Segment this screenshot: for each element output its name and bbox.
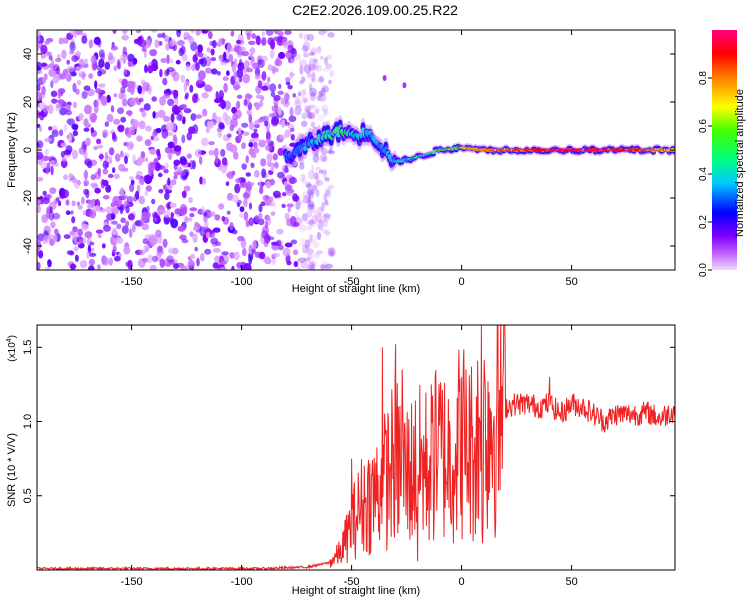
y-tick-label: 1.0 <box>22 414 34 429</box>
snr-multiplier-base: (x10 <box>7 342 18 362</box>
colorbar-gradient <box>712 30 737 270</box>
x-tick-label: -150 <box>121 576 143 588</box>
spectrogram-noise <box>37 30 336 270</box>
x-tick-label: -100 <box>231 576 253 588</box>
spectrogram-ylabel: Frequency (Hz) <box>6 112 18 188</box>
y-tick-label: 20 <box>22 96 34 108</box>
colorbar-tick-label: 0.6 <box>698 119 709 133</box>
x-tick-label: -150 <box>121 276 143 288</box>
spectrogram-blip <box>382 75 387 81</box>
spectrogram-plot: -150 -100 -50 0 50 -40 -20 0 20 40 Height of str… <box>6 29 676 295</box>
spectrogram-y-axis: -40 -20 0 20 40 <box>22 48 675 254</box>
x-tick-label: 0 <box>459 276 465 288</box>
y-tick-label: 0 <box>22 147 34 153</box>
svg-text:(x104): (x104) <box>6 335 18 362</box>
spectrogram-x-axis: -150 -100 -50 0 50 <box>121 30 578 288</box>
colorbar-label: Normalized spectral amplitude <box>734 89 746 237</box>
colorbar-tick-label: 0.0 <box>698 263 709 277</box>
x-tick-label: -50 <box>344 576 360 588</box>
snr-series-line <box>37 325 675 570</box>
snr-multiplier: (x104) <box>6 335 18 362</box>
snr-multiplier-exp: 4 <box>6 338 13 342</box>
spectrogram-xlabel: Height of straight line (km) <box>292 283 420 295</box>
x-tick-label: 50 <box>565 576 577 588</box>
snr-multiplier-close: ) <box>7 335 18 338</box>
colorbar-tick-label: 0.2 <box>698 215 709 229</box>
y-tick-label: 1.5 <box>22 340 34 355</box>
x-tick-label: -100 <box>231 276 253 288</box>
colorbar: 0.0 0.2 0.4 0.6 0.8 Normalized spectral ampl… <box>698 30 746 277</box>
snr-ylabel: SNR (10 * V/V) <box>6 433 18 507</box>
x-tick-label: 0 <box>459 576 465 588</box>
snr-xlabel: Height of straight line (km) <box>292 585 420 597</box>
colorbar-tick-label: 0.8 <box>698 71 709 85</box>
y-tick-label: 40 <box>22 48 34 60</box>
y-tick-label: 0.5 <box>22 488 34 503</box>
figure-title: C2E2.2026.109.00.25.R22 <box>292 2 458 18</box>
spectrogram-content <box>37 30 675 270</box>
snr-content <box>37 325 675 570</box>
spectrogram-blip <box>402 82 407 89</box>
y-tick-label: -40 <box>22 238 34 254</box>
y-tick-label: -20 <box>22 190 34 206</box>
x-tick-label: 50 <box>565 276 577 288</box>
snr-x-axis: -150 -100 -50 0 50 <box>121 325 578 588</box>
snr-plot: -150 -100 -50 0 50 0.5 1.0 1.5 Height of strai… <box>6 324 676 597</box>
snr-y-axis: 0.5 1.0 1.5 <box>22 340 675 503</box>
x-tick-label: -50 <box>344 276 360 288</box>
colorbar-tick-label: 0.4 <box>698 167 709 181</box>
spectrogram-signal <box>282 115 675 172</box>
colorbar-ticks: 0.0 0.2 0.4 0.6 0.8 <box>698 71 712 277</box>
